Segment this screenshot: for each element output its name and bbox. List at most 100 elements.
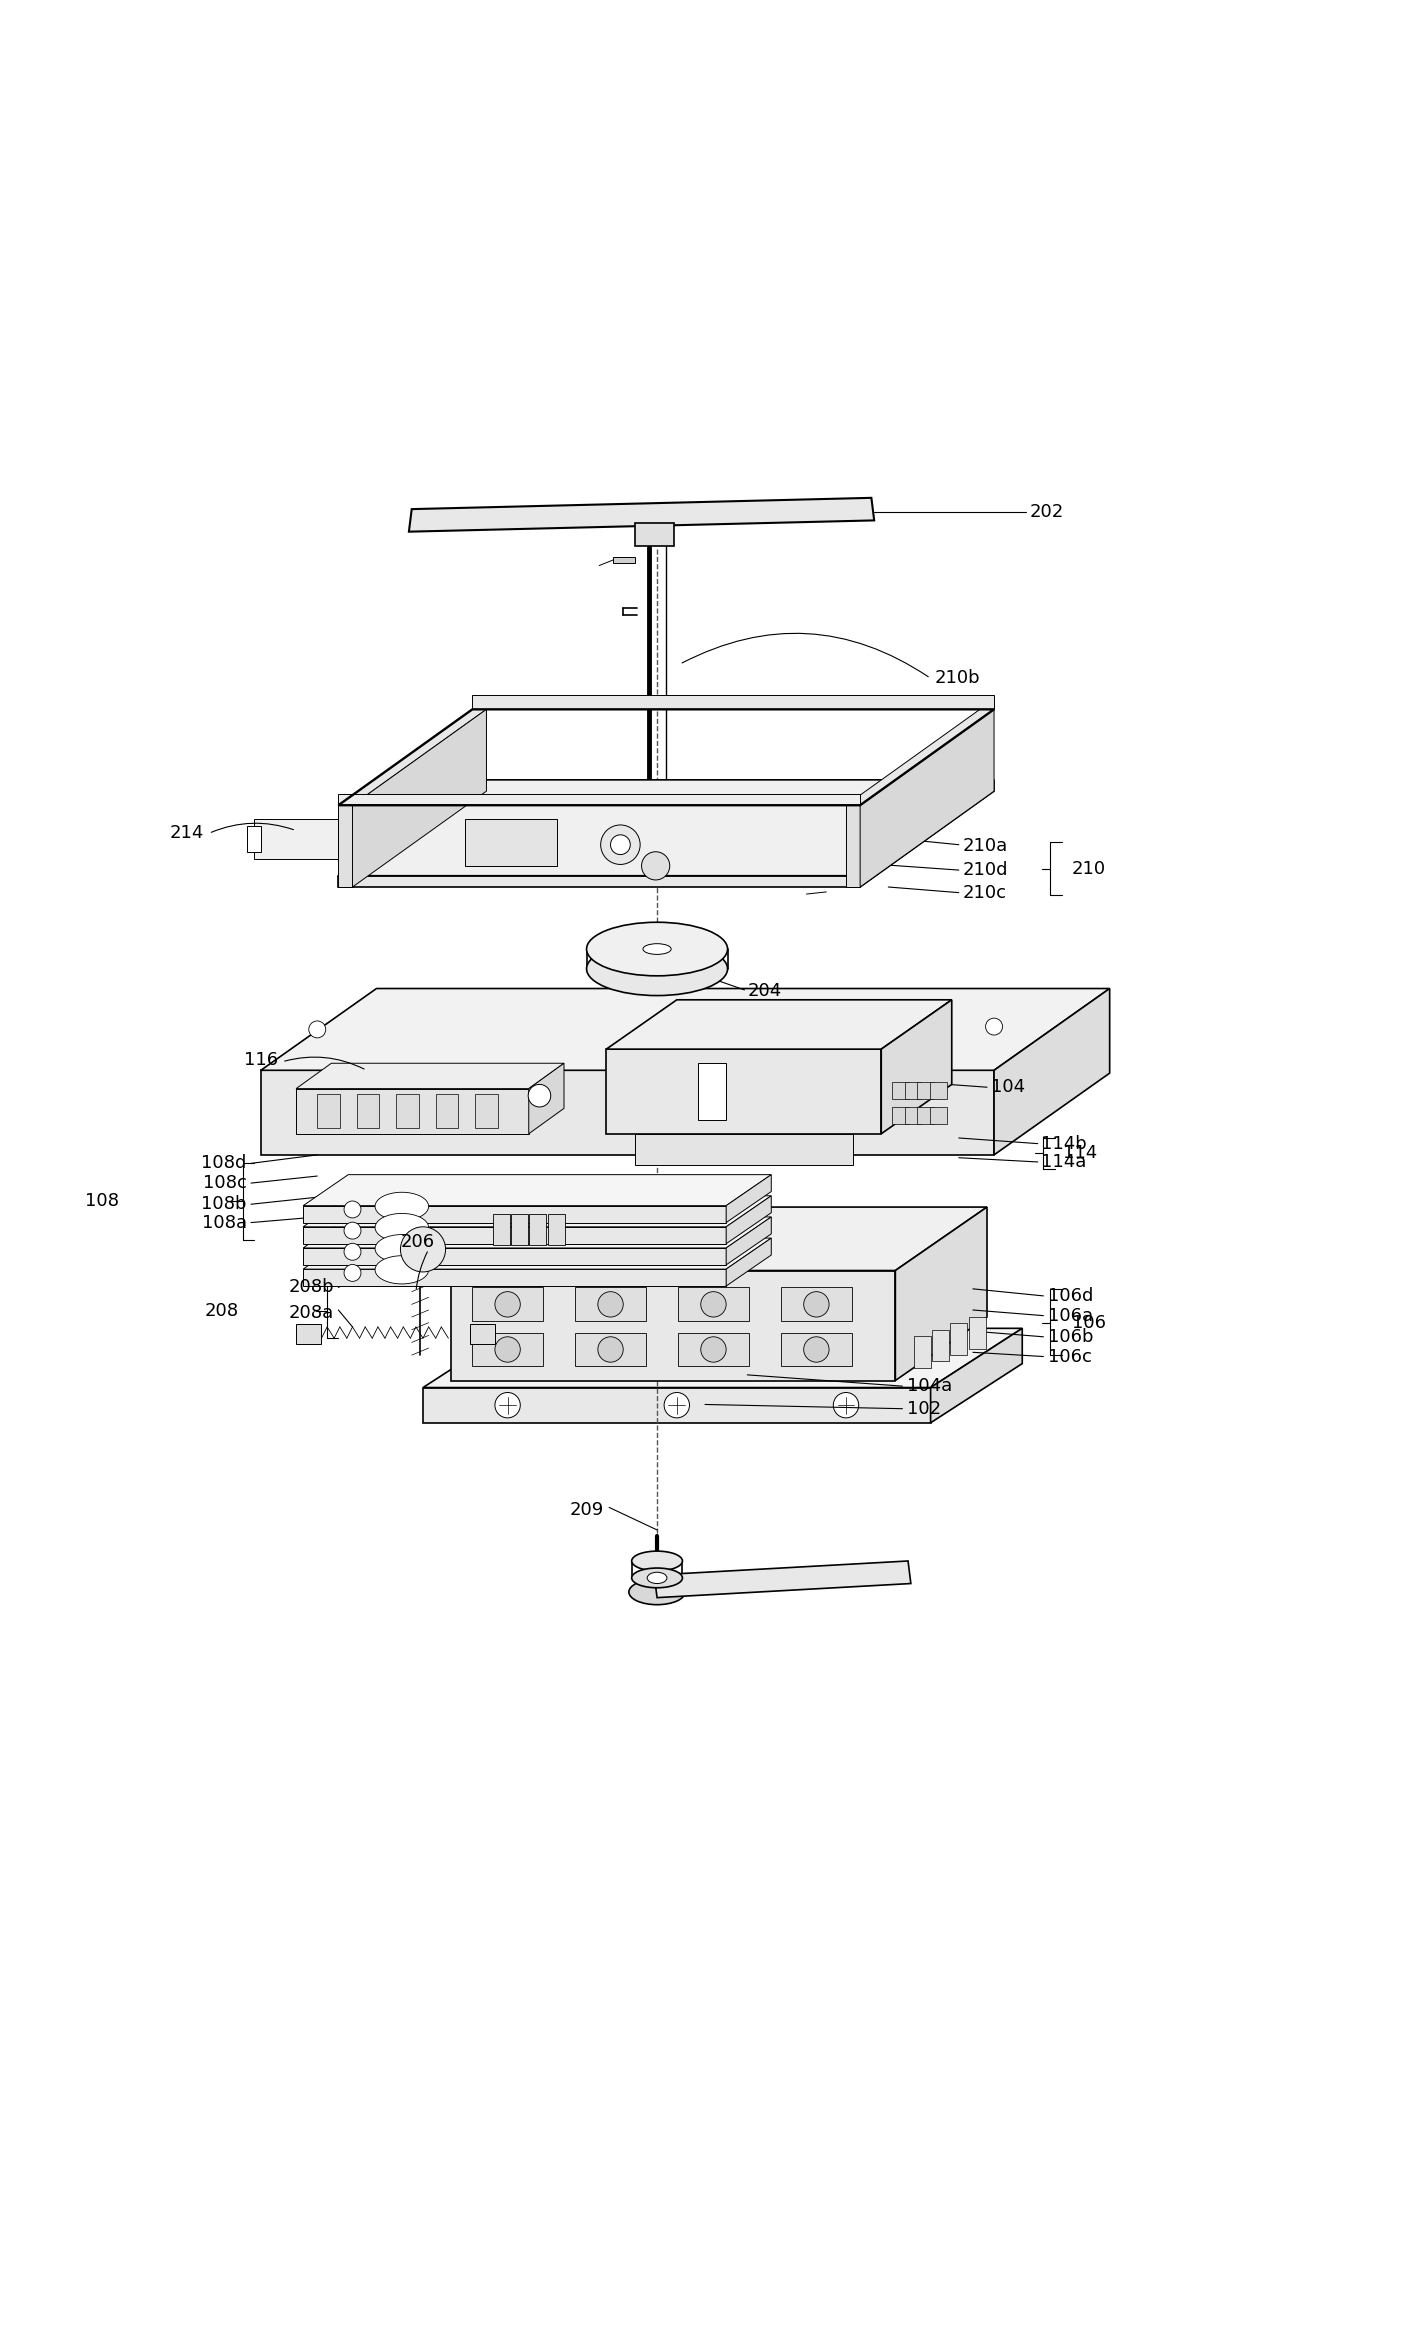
Circle shape	[804, 1337, 829, 1363]
Polygon shape	[472, 694, 994, 708]
Text: 106c: 106c	[1048, 1347, 1091, 1365]
Text: 106b: 106b	[1048, 1328, 1093, 1347]
Circle shape	[701, 1337, 726, 1363]
Bar	[891, 1082, 908, 1099]
Polygon shape	[423, 1386, 931, 1424]
Ellipse shape	[375, 1256, 429, 1284]
Polygon shape	[726, 1174, 771, 1223]
Polygon shape	[261, 989, 1110, 1071]
Circle shape	[495, 1291, 520, 1316]
Polygon shape	[654, 1562, 911, 1597]
Bar	[905, 1082, 922, 1099]
Bar	[698, 1064, 726, 1120]
Polygon shape	[338, 708, 486, 804]
Text: 114b: 114b	[1041, 1134, 1086, 1153]
Text: 210c: 210c	[963, 884, 1007, 902]
Polygon shape	[606, 1001, 952, 1050]
Bar	[396, 1094, 419, 1129]
Polygon shape	[303, 1227, 726, 1244]
Bar	[931, 1082, 948, 1099]
Bar	[247, 825, 261, 851]
Polygon shape	[931, 1328, 1022, 1424]
Circle shape	[344, 1265, 361, 1281]
Ellipse shape	[375, 1213, 429, 1241]
Polygon shape	[465, 818, 557, 865]
Circle shape	[344, 1244, 361, 1260]
Polygon shape	[529, 1064, 564, 1134]
Polygon shape	[846, 708, 994, 804]
Circle shape	[833, 1393, 859, 1417]
Polygon shape	[860, 708, 994, 886]
Ellipse shape	[643, 945, 671, 954]
Polygon shape	[303, 1270, 726, 1286]
Circle shape	[986, 1017, 1003, 1036]
Bar	[575, 1333, 646, 1365]
Text: 210d: 210d	[963, 860, 1008, 879]
Text: 208b: 208b	[289, 1279, 334, 1298]
Polygon shape	[860, 781, 994, 886]
Bar	[634, 1134, 853, 1164]
Ellipse shape	[632, 1569, 682, 1588]
Text: 210b: 210b	[935, 669, 980, 687]
Polygon shape	[303, 1218, 771, 1248]
Circle shape	[664, 1393, 689, 1417]
Text: 108c: 108c	[203, 1174, 247, 1192]
Text: 209: 209	[570, 1501, 603, 1520]
Bar	[916, 1106, 935, 1125]
Text: 108b: 108b	[202, 1195, 247, 1213]
Bar	[931, 1106, 948, 1125]
Bar	[678, 1288, 749, 1321]
Bar	[932, 1330, 949, 1361]
Polygon shape	[338, 781, 994, 877]
Text: 208a: 208a	[289, 1305, 334, 1321]
Polygon shape	[303, 1239, 771, 1270]
Bar	[296, 1323, 321, 1344]
Polygon shape	[451, 1206, 987, 1270]
Circle shape	[601, 825, 640, 865]
Circle shape	[400, 1227, 446, 1272]
Text: 116: 116	[244, 1052, 278, 1068]
Text: 202: 202	[1029, 503, 1063, 521]
Polygon shape	[303, 1248, 726, 1265]
Circle shape	[598, 1291, 623, 1316]
Text: 106d: 106d	[1048, 1286, 1093, 1305]
Polygon shape	[303, 1195, 771, 1227]
Circle shape	[529, 1085, 551, 1106]
Bar	[512, 1213, 529, 1246]
Polygon shape	[254, 818, 338, 858]
Bar	[916, 1082, 935, 1099]
Text: 108d: 108d	[202, 1155, 247, 1171]
Text: 204: 204	[747, 982, 781, 1001]
Circle shape	[495, 1337, 520, 1363]
Bar	[678, 1333, 749, 1365]
Text: 106: 106	[1072, 1314, 1105, 1333]
Bar	[530, 1213, 547, 1246]
Ellipse shape	[587, 921, 728, 975]
Text: 106a: 106a	[1048, 1307, 1093, 1326]
Polygon shape	[606, 1050, 881, 1134]
Text: 114a: 114a	[1041, 1153, 1086, 1171]
Bar	[781, 1333, 852, 1365]
Polygon shape	[296, 1064, 564, 1090]
Polygon shape	[726, 1195, 771, 1244]
Polygon shape	[613, 556, 634, 563]
Text: 210: 210	[1072, 860, 1105, 877]
Text: 104: 104	[991, 1078, 1025, 1097]
Polygon shape	[881, 1001, 952, 1134]
Bar	[548, 1213, 565, 1246]
Ellipse shape	[375, 1192, 429, 1220]
Text: 206: 206	[400, 1234, 434, 1251]
Polygon shape	[423, 1328, 1022, 1386]
Bar	[436, 1094, 458, 1129]
Bar	[950, 1323, 967, 1356]
Text: 114: 114	[1063, 1146, 1097, 1162]
Bar	[891, 1106, 908, 1125]
Bar	[781, 1288, 852, 1321]
Circle shape	[344, 1223, 361, 1239]
Polygon shape	[338, 795, 860, 804]
Polygon shape	[338, 804, 352, 886]
Bar	[914, 1335, 931, 1368]
Bar	[475, 1094, 498, 1129]
Polygon shape	[895, 1206, 987, 1379]
Polygon shape	[726, 1218, 771, 1265]
